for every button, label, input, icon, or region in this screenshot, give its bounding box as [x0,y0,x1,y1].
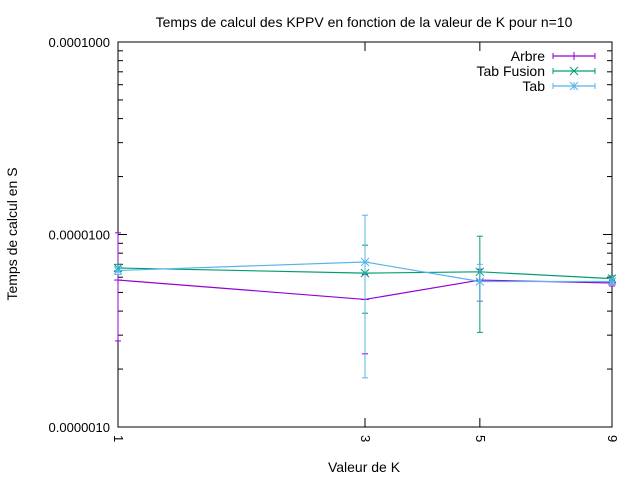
y-tick-label: 0.0001000 [49,35,110,50]
plot-area: 0.0000010 0.0000100 0.0001000 1 3 5 9 ArbreTab … [49,35,620,442]
data-point-tab [475,277,485,286]
legend-label-arbre: Arbre [511,48,545,64]
data-point-tab [360,257,370,267]
x-axis-label: Valeur de K [328,459,401,475]
y-tick-label: 0.0000100 [49,228,110,243]
chart-title: Temps de calcul des KPPV en fonction de … [156,14,573,30]
series-line-tab-fusion [117,267,613,280]
legend-label-tab: Tab [522,78,545,94]
legend-label-tab-fusion: Tab Fusion [477,63,545,79]
series-line-tab [117,261,612,283]
y-axis-label: Temps de calcul en S [4,167,20,300]
x-tick-label: 1 [111,435,126,442]
x-tick-label: 3 [358,435,373,442]
data-point-tab [113,266,123,275]
legend-marker-tab [569,81,579,91]
y-tick-label: 0.0000010 [49,420,110,435]
legend-marker-tab-fusion [569,66,579,76]
x-tick-label: 9 [605,435,620,442]
data-point-tab [607,277,617,286]
x-tick-label: 5 [473,435,488,442]
